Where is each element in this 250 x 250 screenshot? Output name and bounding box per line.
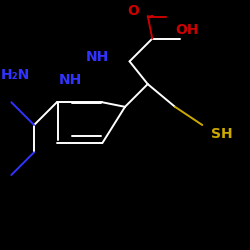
Text: H₂N: H₂N: [0, 68, 30, 82]
Text: O: O: [127, 4, 139, 18]
Text: SH: SH: [211, 127, 233, 141]
Text: OH: OH: [175, 22, 199, 36]
Text: NH: NH: [86, 50, 109, 64]
Text: NH: NH: [59, 72, 82, 86]
